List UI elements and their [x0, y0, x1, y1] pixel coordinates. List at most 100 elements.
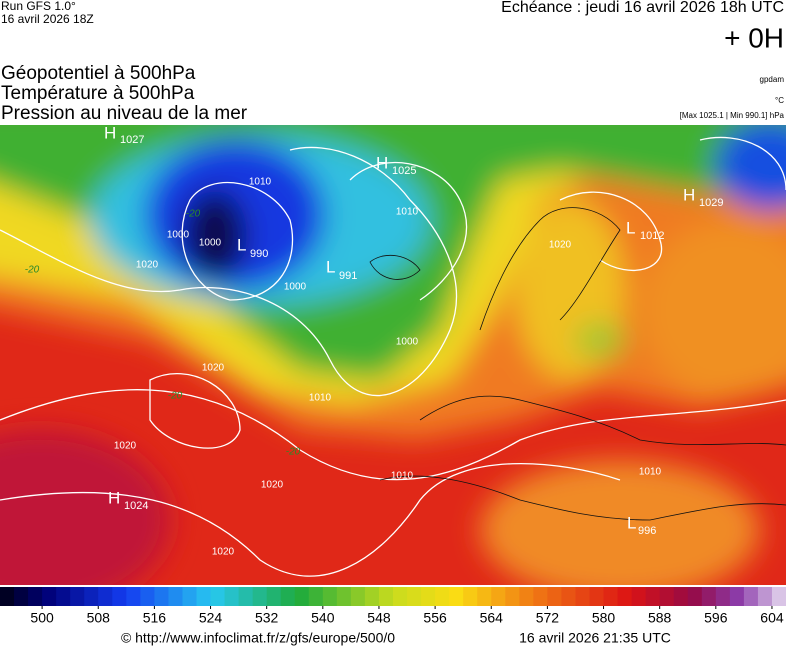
colorbar-cell — [519, 587, 534, 606]
colorbar-cell — [350, 587, 366, 606]
tick-label: 596 — [704, 610, 728, 626]
colorbar: 500 508 516 524 532 540 548 556 564 572 580 588 596 6… — [0, 587, 786, 626]
tick-label: 564 — [480, 610, 504, 626]
colorbar-cell — [378, 587, 394, 606]
unit: °C — [775, 96, 784, 105]
map: H 1027 H 1025 H 1029 L 990 L 991 L 1012 … — [0, 123, 786, 585]
colorbar-cell — [168, 587, 183, 606]
pressure-value: 996 — [638, 525, 656, 537]
pressure-center: L — [626, 218, 635, 237]
colorbar-cell — [196, 587, 212, 606]
pressure-center: L — [326, 257, 335, 276]
pressure-center: L — [627, 513, 636, 532]
colorbar-cell — [729, 587, 745, 606]
isobar-label: 1000 — [396, 337, 419, 348]
tick-label: 572 — [536, 610, 560, 626]
colorbar-cell — [210, 587, 226, 606]
isobar-label: 1010 — [309, 393, 332, 404]
colorbar-cell — [771, 587, 786, 606]
isobar-label: 1000 — [167, 230, 190, 241]
colorbar-cell — [98, 587, 113, 606]
colorbar-cell — [715, 587, 731, 606]
pressure-center: H — [104, 123, 116, 142]
isobar-label: 1020 — [114, 441, 137, 452]
tick-label: 516 — [143, 610, 167, 626]
temperature-label: -20 — [186, 209, 201, 220]
tick-label: 500 — [30, 610, 54, 626]
colorbar-cell — [393, 587, 408, 606]
colorbar-cell — [757, 587, 773, 606]
tick-label: 548 — [367, 610, 391, 626]
pressure-value: 1025 — [392, 165, 416, 177]
colorbar-cell — [280, 587, 296, 606]
isobar-label: 1000 — [284, 282, 307, 293]
temperature-label: -20 — [168, 391, 183, 402]
colorbar-cell — [322, 587, 338, 606]
pressure-value: 1012 — [640, 230, 664, 242]
temperature-label: -20 — [25, 265, 40, 276]
colorbar-cell — [449, 587, 464, 606]
tick-label: 588 — [648, 610, 672, 626]
colorbar-cell — [435, 587, 450, 606]
colorbar-cell — [589, 587, 605, 606]
colorbar-cell — [238, 587, 254, 606]
tick-label: 508 — [87, 610, 111, 626]
unit: [Max 1025.1 | Min 990.1] hPa — [680, 111, 785, 120]
colorbar-cell — [701, 587, 717, 606]
run: Run GFS 1.0° — [1, 0, 76, 13]
colorbar-cell — [154, 587, 169, 606]
colorbar-cell — [673, 587, 689, 606]
isobars — [0, 136, 786, 577]
isobar-label: 1020 — [136, 260, 159, 271]
tick-label: 556 — [423, 610, 447, 626]
isobar-label: 1010 — [391, 471, 414, 482]
colorbar-cell — [575, 587, 590, 606]
isobar-label: 1010 — [639, 467, 662, 478]
isobar-label: 1020 — [549, 240, 572, 251]
isobar-label: 1020 — [212, 547, 235, 558]
tick-label: 604 — [760, 610, 784, 626]
colorbar-cell — [252, 587, 268, 606]
title: Géopotentiel à 500hPa — [1, 63, 196, 84]
lead-time: + 0H — [724, 22, 784, 53]
colorbar-cell — [603, 587, 619, 606]
title: Température à 500hPa — [1, 83, 195, 104]
colorbar-cell — [42, 587, 57, 606]
isobar-label: 1010 — [249, 177, 272, 188]
colorbar-cell — [126, 587, 141, 606]
colorbar-cell — [659, 587, 675, 606]
footer-date: 16 avril 2026 21:35 UTC — [519, 630, 671, 646]
colorbar-cell — [308, 587, 324, 606]
tick-label: 540 — [311, 610, 335, 626]
colorbar-cell — [491, 587, 506, 606]
colorbar-cell — [336, 587, 352, 606]
tick-label: 524 — [199, 610, 223, 626]
unit: gpdam — [760, 75, 785, 84]
coastlines — [369, 207, 786, 521]
colorbar-cell — [561, 587, 576, 606]
title: Pression au niveau de la mer — [1, 103, 248, 124]
field — [0, 125, 786, 585]
colorbar-cell — [14, 587, 29, 606]
colorbar-cell — [140, 587, 155, 606]
pressure-center: H — [376, 153, 388, 172]
colorbar-cell — [407, 587, 422, 606]
pressure-center: H — [108, 488, 120, 507]
colorbar-cell — [477, 587, 492, 606]
colorbar-cell — [84, 587, 99, 606]
pressure-value: 991 — [339, 270, 357, 282]
tick-label: 580 — [592, 610, 616, 626]
pressure-center: L — [237, 235, 246, 254]
colorbar-cell — [224, 587, 240, 606]
colorbar-cell — [28, 587, 43, 606]
colorbar-cell — [743, 587, 759, 606]
footer-url: © http://www.infoclimat.fr/z/gfs/europe/… — [121, 630, 395, 646]
colorbar-cell — [631, 587, 647, 606]
pressure-value: 990 — [250, 248, 268, 260]
colorbar-cell — [112, 587, 127, 606]
isobar-label: 1000 — [199, 238, 222, 249]
colorbar-cell — [266, 587, 282, 606]
temperature-label: -20 — [286, 447, 301, 458]
pressure-value: 1024 — [124, 500, 148, 512]
